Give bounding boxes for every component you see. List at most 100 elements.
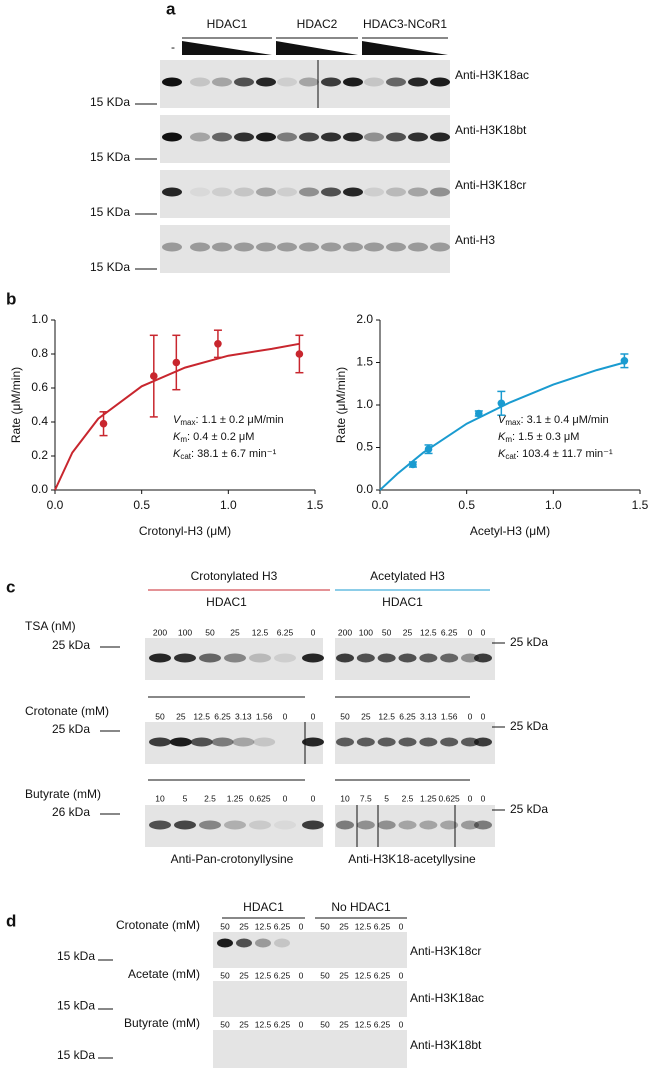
lane-label: 12.5: [355, 921, 372, 931]
lane-label: 6.25: [274, 921, 291, 931]
size-marker: 15 kDa: [57, 949, 95, 963]
lane-label: 1.56: [256, 711, 273, 721]
fit-parameter: Kcat: 103.4 ± 11.7 min⁻¹: [498, 448, 613, 461]
band: [386, 187, 406, 197]
lane-label: 50: [220, 921, 230, 931]
condition-label: Crotonate (mM): [116, 918, 200, 932]
lane-label: 12.5: [420, 627, 437, 637]
band: [386, 132, 406, 142]
size-marker: 25 kDa: [52, 722, 90, 736]
panel-label: a: [166, 0, 176, 18]
band: [217, 938, 233, 948]
band: [321, 187, 341, 197]
band: [430, 77, 450, 87]
band: [336, 653, 354, 663]
band: [174, 820, 196, 830]
band: [356, 820, 375, 830]
band: [440, 820, 459, 830]
fit-parameter: Kcat: 38.1 ± 6.7 min⁻¹: [173, 448, 277, 461]
x-axis-label: Acetyl-H3 (μM): [470, 524, 550, 538]
parameter-subscript: max: [180, 418, 195, 427]
antibody-label: Anti-H3K18-acetyllysine: [348, 852, 476, 866]
band: [321, 242, 341, 252]
band: [174, 653, 196, 663]
lane-label: 12.5: [193, 711, 210, 721]
band: [343, 132, 363, 142]
band: [343, 187, 363, 197]
gradient-wedge: [276, 41, 358, 55]
lane-label: 50: [320, 970, 330, 980]
data-point: [424, 445, 433, 454]
parameter-subscript: m: [505, 435, 512, 444]
lane-label: 0: [399, 970, 404, 980]
lane-label: 0: [481, 627, 486, 637]
condition-label: Butyrate (mM): [25, 787, 101, 801]
band: [277, 77, 297, 87]
band: [377, 737, 396, 747]
band: [277, 242, 297, 252]
antibody-label: Anti-H3K18bt: [410, 1038, 482, 1052]
condition-label: Crotonate (mM): [25, 704, 109, 718]
parameter-value: : 38.1 ± 6.7 min⁻¹: [191, 448, 277, 460]
lane-label: 50: [205, 627, 215, 637]
band: [386, 242, 406, 252]
band: [461, 737, 479, 747]
band: [274, 653, 296, 663]
data-point: [295, 350, 304, 358]
band: [302, 653, 324, 663]
group-label: HDAC2: [297, 17, 338, 31]
lane-label: 12.5: [378, 711, 395, 721]
gradient-wedge: [362, 41, 448, 55]
band: [149, 653, 171, 663]
lane-label: 0: [481, 793, 486, 803]
lane-label: 0: [299, 1019, 304, 1029]
band: [256, 242, 276, 252]
band: [190, 77, 210, 87]
control-lane: -: [171, 40, 175, 54]
lane-label: 0: [468, 711, 473, 721]
lane-label: 12.5: [255, 1019, 272, 1029]
data-point: [214, 340, 222, 348]
band: [336, 737, 354, 747]
band: [199, 653, 221, 663]
lane-label: 5: [183, 793, 188, 803]
parameter-symbol: V: [498, 414, 507, 426]
lane-label: 100: [359, 627, 373, 637]
band: [234, 132, 254, 142]
parameter-value: : 0.4 ± 0.2 μM: [187, 431, 254, 443]
lane-label: 25: [230, 627, 240, 637]
lane-label: 6.25: [277, 627, 294, 637]
lane-label: 25: [339, 1019, 349, 1029]
band: [211, 737, 234, 747]
blot: [213, 981, 407, 1017]
size-marker: 15 kDa: [57, 999, 95, 1013]
data-point: [150, 372, 158, 380]
parameter-value: : 1.1 ± 0.2 μM/min: [195, 414, 283, 426]
band: [256, 132, 276, 142]
lane-label: 0: [299, 921, 304, 931]
band: [299, 242, 319, 252]
y-tick-label: 0.8: [31, 346, 48, 360]
band: [419, 653, 438, 663]
data-point: [99, 419, 108, 428]
lane-label: 12.5: [255, 921, 272, 931]
band: [461, 653, 479, 663]
band: [474, 737, 492, 747]
lane-label: 25: [239, 970, 249, 980]
lane-label: 12.5: [355, 1019, 372, 1029]
panel-label: d: [6, 911, 16, 930]
lane-label: 2.5: [204, 793, 216, 803]
lane-label: 50: [220, 1019, 230, 1029]
band: [255, 938, 271, 948]
band: [302, 820, 324, 830]
parameter-value: : 103.4 ± 11.7 min⁻¹: [516, 448, 613, 460]
x-tick-label: 0.0: [47, 498, 64, 512]
data-point: [475, 409, 483, 418]
band: [364, 77, 384, 87]
fit-parameter: Vmax: 1.1 ± 0.2 μM/min: [173, 414, 284, 427]
lane-label: 2.5: [402, 793, 414, 803]
size-marker: 25 kDa: [52, 638, 90, 652]
lane-label: 3.13: [420, 711, 437, 721]
antibody-label: Anti-Pan-crotonyllysine: [171, 852, 294, 866]
band: [398, 820, 417, 830]
